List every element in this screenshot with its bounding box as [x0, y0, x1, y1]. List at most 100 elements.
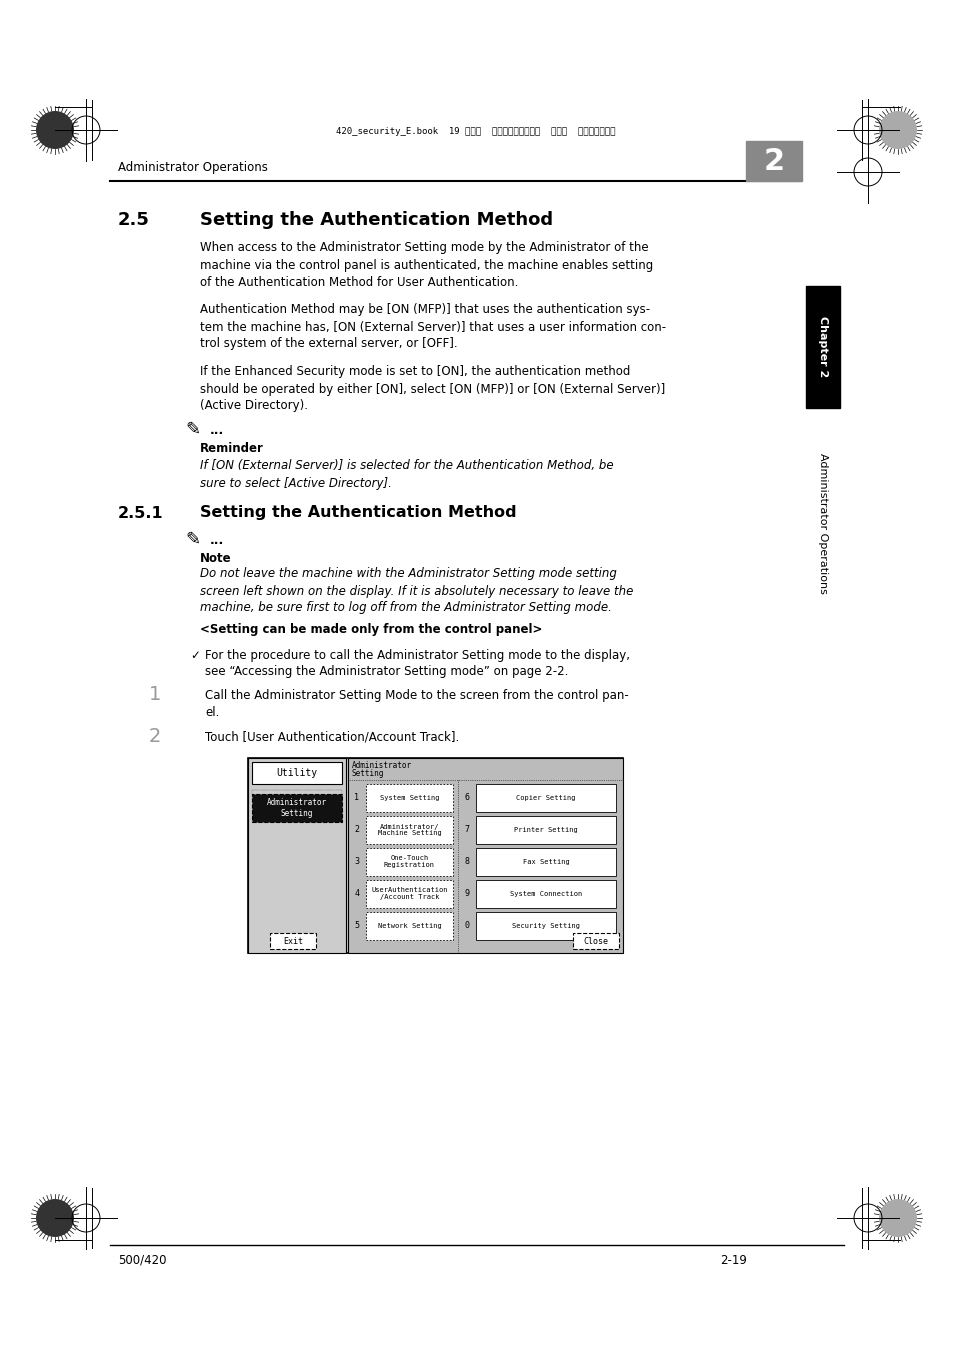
- Bar: [459, 880, 474, 909]
- Text: 1: 1: [355, 794, 359, 802]
- Bar: [573, 933, 618, 949]
- Text: Touch [User Authentication/Account Track].: Touch [User Authentication/Account Track…: [205, 730, 458, 744]
- Text: 6: 6: [464, 794, 469, 802]
- Bar: [252, 794, 341, 822]
- Bar: [252, 761, 341, 784]
- Text: Setting the Authentication Method: Setting the Authentication Method: [200, 505, 517, 521]
- Text: Administrator
Setting: Administrator Setting: [267, 798, 327, 818]
- Bar: [459, 815, 474, 844]
- Text: Reminder: Reminder: [200, 443, 264, 455]
- Circle shape: [36, 1199, 74, 1237]
- Text: Security Setting: Security Setting: [512, 923, 579, 929]
- Text: 5: 5: [355, 922, 359, 930]
- Text: Close: Close: [583, 937, 608, 945]
- Text: Chapter 2: Chapter 2: [817, 316, 827, 378]
- Bar: [350, 848, 364, 876]
- Text: When access to the Administrator Setting mode by the Administrator of the: When access to the Administrator Setting…: [200, 242, 648, 255]
- Bar: [366, 784, 453, 811]
- Bar: [248, 757, 346, 953]
- Bar: [805, 286, 840, 408]
- Text: ...: ...: [210, 424, 224, 436]
- Text: One-Touch
Registration: One-Touch Registration: [384, 856, 435, 868]
- Text: System Connection: System Connection: [509, 891, 581, 896]
- Text: 2: 2: [355, 825, 359, 834]
- Text: 0: 0: [464, 922, 469, 930]
- Text: of the Authentication Method for User Authentication.: of the Authentication Method for User Au…: [200, 275, 517, 289]
- Text: trol system of the external server, or [OFF].: trol system of the external server, or […: [200, 338, 457, 351]
- Text: 420_security_E.book  19 ページ  ２００７年３月７日  水曜日  午後３時１５分: 420_security_E.book 19 ページ ２００７年３月７日 水曜日…: [335, 127, 615, 136]
- Text: Administrator/
Machine Setting: Administrator/ Machine Setting: [377, 824, 441, 837]
- Bar: [350, 880, 364, 909]
- Text: should be operated by either [ON], select [ON (MFP)] or [ON (External Server)]: should be operated by either [ON], selec…: [200, 382, 664, 396]
- Bar: [366, 913, 453, 940]
- Text: el.: el.: [205, 706, 219, 718]
- Bar: [248, 757, 622, 953]
- Text: screen left shown on the display. If it is absolutely necessary to leave the: screen left shown on the display. If it …: [200, 585, 633, 598]
- Bar: [745, 140, 801, 181]
- Circle shape: [36, 111, 74, 148]
- Text: For the procedure to call the Administrator Setting mode to the display,: For the procedure to call the Administra…: [205, 648, 629, 662]
- Text: 500/420: 500/420: [118, 1254, 167, 1266]
- Text: 7: 7: [464, 825, 469, 834]
- Bar: [270, 933, 315, 949]
- Circle shape: [878, 111, 916, 148]
- Text: 4: 4: [355, 890, 359, 899]
- Text: Utility: Utility: [276, 768, 317, 778]
- Bar: [476, 815, 616, 844]
- Text: 2: 2: [149, 728, 161, 747]
- Bar: [366, 848, 453, 876]
- Text: Authentication Method may be [ON (MFP)] that uses the authentication sys-: Authentication Method may be [ON (MFP)] …: [200, 304, 649, 316]
- Text: Call the Administrator Setting Mode to the screen from the control pan-: Call the Administrator Setting Mode to t…: [205, 688, 628, 702]
- Bar: [476, 880, 616, 909]
- Text: Exit: Exit: [283, 937, 303, 945]
- Text: Do not leave the machine with the Administrator Setting mode setting: Do not leave the machine with the Admini…: [200, 567, 617, 580]
- Text: 2: 2: [762, 147, 783, 176]
- Text: 8: 8: [464, 857, 469, 867]
- Text: Setting the Authentication Method: Setting the Authentication Method: [200, 211, 553, 230]
- Bar: [459, 784, 474, 811]
- Text: sure to select [Active Directory].: sure to select [Active Directory].: [200, 477, 392, 490]
- Bar: [350, 913, 364, 940]
- Bar: [366, 815, 453, 844]
- Bar: [459, 913, 474, 940]
- Bar: [348, 757, 622, 953]
- Text: 9: 9: [464, 890, 469, 899]
- Text: 2.5: 2.5: [118, 211, 150, 230]
- Text: ✎: ✎: [185, 531, 200, 549]
- Text: tem the machine has, [ON (External Server)] that uses a user information con-: tem the machine has, [ON (External Serve…: [200, 320, 665, 333]
- Bar: [366, 880, 453, 909]
- Text: Administrator Operations: Administrator Operations: [118, 162, 268, 174]
- Bar: [459, 848, 474, 876]
- Text: 2-19: 2-19: [720, 1254, 746, 1266]
- Text: ✎: ✎: [185, 421, 200, 439]
- Text: Copier Setting: Copier Setting: [516, 795, 576, 801]
- Text: Setting: Setting: [352, 769, 384, 779]
- Text: see “Accessing the Administrator Setting mode” on page 2-2.: see “Accessing the Administrator Setting…: [205, 666, 568, 679]
- Bar: [476, 913, 616, 940]
- Text: Note: Note: [200, 552, 232, 564]
- Bar: [350, 815, 364, 844]
- Bar: [476, 784, 616, 811]
- Text: Administrator: Administrator: [352, 761, 412, 771]
- Text: 3: 3: [355, 857, 359, 867]
- Text: 1: 1: [149, 686, 161, 705]
- Text: Network Setting: Network Setting: [377, 923, 441, 929]
- Bar: [252, 790, 341, 796]
- Text: 2.5.1: 2.5.1: [118, 505, 164, 521]
- Text: (Active Directory).: (Active Directory).: [200, 400, 308, 413]
- Text: Printer Setting: Printer Setting: [514, 828, 578, 833]
- Text: System Setting: System Setting: [379, 795, 438, 801]
- Text: machine via the control panel is authenticated, the machine enables setting: machine via the control panel is authent…: [200, 258, 653, 271]
- Text: <Setting can be made only from the control panel>: <Setting can be made only from the contr…: [200, 624, 542, 636]
- Text: Fax Setting: Fax Setting: [522, 859, 569, 865]
- Text: Administrator Operations: Administrator Operations: [817, 452, 827, 594]
- Text: If [ON (External Server)] is selected for the Authentication Method, be: If [ON (External Server)] is selected fo…: [200, 459, 613, 472]
- Circle shape: [878, 1199, 916, 1237]
- Bar: [476, 848, 616, 876]
- Text: If the Enhanced Security mode is set to [ON], the authentication method: If the Enhanced Security mode is set to …: [200, 366, 630, 378]
- Text: UserAuthentication
/Account Track: UserAuthentication /Account Track: [371, 887, 447, 900]
- Text: ✓: ✓: [190, 648, 200, 662]
- Text: machine, be sure first to log off from the Administrator Setting mode.: machine, be sure first to log off from t…: [200, 602, 611, 614]
- Bar: [350, 784, 364, 811]
- Text: ...: ...: [210, 533, 224, 547]
